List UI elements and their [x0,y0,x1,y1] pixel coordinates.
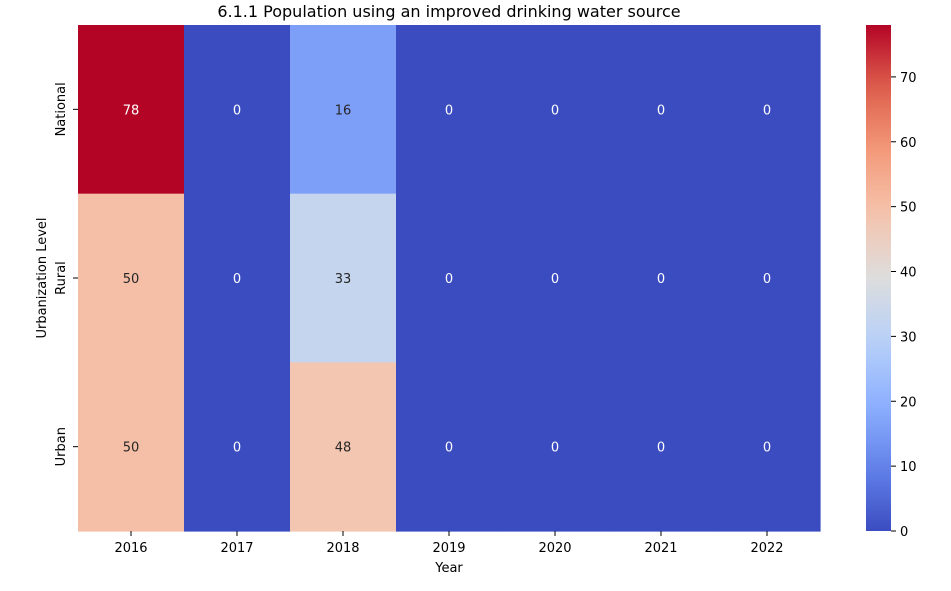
colorbar-tick-label: 0 [900,525,908,540]
cell-value-label: 0 [657,272,665,287]
colorbar-gradient [866,25,891,531]
colorbar-tick-label: 10 [900,460,917,475]
cell-value-label: 50 [123,441,140,456]
colorbar-tick-label: 70 [900,71,917,86]
heatmap-cell [290,25,397,195]
heatmap-cell [396,25,503,195]
x-axis-label: Year [434,561,463,576]
cell-value-label: 0 [233,441,241,456]
x-tick-label: 2019 [432,541,465,556]
cell-value-label: 0 [551,103,559,118]
y-tick-label: National [54,82,69,136]
y-axis-label: Urbanization Level [35,217,50,338]
x-axis-ticks: 2016 2017 2018 2019 2020 2021 2022 [114,531,784,556]
y-tick-label: Urban [54,427,69,466]
cell-value-label: 0 [445,272,453,287]
x-tick-label: 2018 [326,541,359,556]
cell-value-label: 0 [763,441,771,456]
heatmap-cell [714,25,821,195]
heatmap-cells [78,25,821,532]
cell-value-label: 0 [551,441,559,456]
heatmap-cell [608,25,715,195]
cell-value-label: 0 [445,441,453,456]
heatmap-cell [714,362,821,532]
x-tick-label: 2017 [220,541,253,556]
cell-value-label: 48 [335,441,352,456]
heatmap-cell [78,25,185,195]
colorbar-tick-label: 30 [900,330,917,345]
heatmap-cell [502,25,609,195]
cell-value-label: 0 [657,103,665,118]
colorbar-tick-label: 20 [900,395,917,410]
x-tick-label: 2020 [538,541,571,556]
y-tick-label: Rural [54,261,69,295]
heatmap-cell [608,362,715,532]
chart-title: 6.1.1 Population using an improved drink… [217,2,680,21]
heatmap-cell [78,193,185,363]
heatmap-cell [184,362,291,532]
heatmap-cell [714,193,821,363]
heatmap-cell [290,362,397,532]
heatmap-cell-labels: 78 0 16 0 0 0 0 50 0 33 0 0 0 0 50 0 48 0 0 0 0 [123,103,771,455]
heatmap-cell [184,25,291,195]
heatmap-cell [396,362,503,532]
heatmap-cell [290,193,397,363]
x-tick-label: 2022 [750,541,783,556]
colorbar: 0 10 20 30 40 50 60 70 [866,25,917,540]
cell-value-label: 0 [445,103,453,118]
cell-value-label: 0 [233,103,241,118]
cell-value-label: 50 [123,272,140,287]
x-tick-label: 2016 [114,541,147,556]
cell-value-label: 0 [763,272,771,287]
cell-value-label: 0 [657,441,665,456]
colorbar-tick-label: 40 [900,266,917,281]
heatmap-cell [502,193,609,363]
heatmap-cell [396,193,503,363]
cell-value-label: 33 [335,272,352,287]
heatmap-cell [502,362,609,532]
cell-value-label: 0 [763,103,771,118]
x-tick-label: 2021 [644,541,677,556]
colorbar-tick-label: 50 [900,201,917,216]
cell-value-label: 78 [123,103,140,118]
cell-value-label: 0 [233,272,241,287]
y-axis-ticks: National Rural Urban [54,82,78,466]
cell-value-label: 0 [551,272,559,287]
heatmap-cell [184,193,291,363]
heatmap-cell [608,193,715,363]
colorbar-tick-label: 60 [900,136,917,151]
cell-value-label: 16 [335,103,352,118]
heatmap-cell [78,362,185,532]
